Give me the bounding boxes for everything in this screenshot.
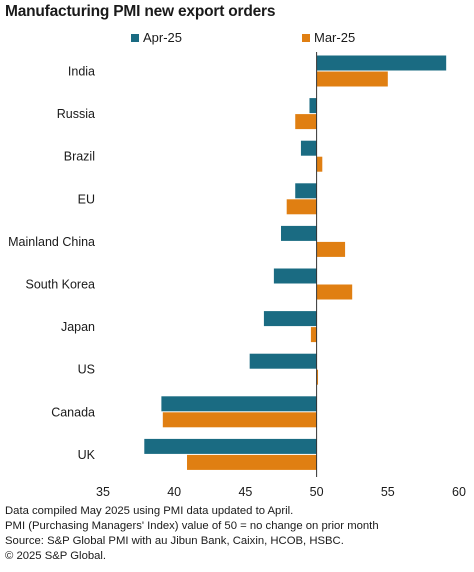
legend-swatch-apr — [131, 33, 139, 42]
bar-mar-25-south-korea — [316, 284, 353, 300]
category-label-canada: Canada — [51, 405, 95, 419]
note-pmi-definition: PMI (Purchasing Managers' Index) value o… — [5, 520, 379, 532]
legend-item-apr: Apr-25 — [131, 30, 182, 45]
bar-apr-25-us — [249, 353, 317, 369]
category-label-uk: UK — [78, 448, 96, 462]
x-tick-label-60: 60 — [452, 485, 466, 499]
note-source: Source: S&P Global PMI with au Jibun Ban… — [5, 535, 344, 547]
category-label-mainland-china: Mainland China — [8, 235, 95, 249]
bar-apr-25-uk — [144, 438, 317, 454]
legend-item-mar: Mar-25 — [302, 30, 355, 45]
chart-notes: Data compiled May 2025 using PMI data up… — [5, 504, 379, 564]
bar-mar-25-canada — [162, 412, 317, 428]
bar-mar-25-uk — [187, 454, 317, 470]
category-label-eu: EU — [78, 192, 95, 206]
note-copyright: © 2025 S&P Global. — [5, 550, 107, 562]
category-label-japan: Japan — [61, 320, 95, 334]
bar-apr-25-south-korea — [273, 268, 317, 284]
bar-mar-25-eu — [286, 199, 317, 215]
bar-mar-25-japan — [310, 327, 317, 343]
bar-mar-25-mainland-china — [316, 241, 346, 257]
x-tick-label-45: 45 — [238, 485, 252, 499]
note-data-compiled: Data compiled May 2025 using PMI data up… — [5, 505, 294, 517]
bar-apr-25-eu — [295, 183, 317, 199]
legend-label-mar: Mar-25 — [314, 30, 356, 45]
chart-title: Manufacturing PMI new export orders — [5, 3, 276, 20]
category-label-south-korea: South Korea — [26, 278, 96, 292]
x-tick-label-50: 50 — [310, 485, 324, 499]
bar-mar-25-brazil — [316, 156, 323, 172]
bar-mar-25-india — [316, 71, 388, 87]
bar-mar-25-us — [316, 369, 319, 385]
bar-mar-25-russia — [295, 114, 317, 130]
legend-label-apr: Apr-25 — [143, 30, 183, 45]
x-tick-label-55: 55 — [381, 485, 395, 499]
bar-apr-25-japan — [263, 311, 317, 327]
legend-swatch-mar — [302, 33, 310, 42]
bar-apr-25-russia — [309, 98, 317, 114]
category-label-india: India — [68, 65, 95, 79]
bar-chart: India Russia Brazil EU Mainland China South K… — [8, 52, 466, 499]
category-label-russia: Russia — [57, 107, 95, 121]
bar-apr-25-canada — [161, 396, 317, 412]
bar-apr-25-brazil — [300, 140, 317, 156]
category-label-us: US — [78, 363, 95, 377]
category-label-brazil: Brazil — [64, 150, 95, 164]
x-tick-label-40: 40 — [167, 485, 181, 499]
x-tick-label-35: 35 — [96, 485, 110, 499]
bar-apr-25-mainland-china — [281, 225, 317, 241]
bar-apr-25-india — [316, 55, 447, 71]
